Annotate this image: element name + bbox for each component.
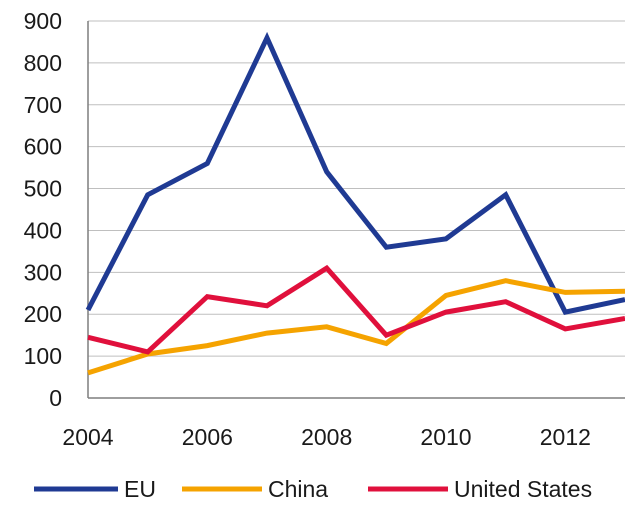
x-tick-label: 2010 bbox=[420, 424, 471, 450]
y-tick-label: 600 bbox=[24, 134, 62, 160]
y-tick-label: 200 bbox=[24, 301, 62, 327]
legend: EU China United States bbox=[34, 476, 592, 502]
series-line-eu bbox=[85, 31, 625, 315]
x-tick-label: 2004 bbox=[62, 424, 113, 450]
y-tick-label: 100 bbox=[24, 343, 62, 369]
y-tick-label: 0 bbox=[49, 385, 62, 411]
y-tick-label: 500 bbox=[24, 176, 62, 202]
series-line-united-states bbox=[87, 264, 625, 355]
y-tick-label: 300 bbox=[24, 259, 62, 285]
legend-label: China bbox=[268, 476, 328, 502]
y-tick-label: 900 bbox=[24, 8, 62, 34]
legend-label: EU bbox=[124, 476, 156, 502]
x-tick-label: 2008 bbox=[301, 424, 352, 450]
x-axis-ticks: 2004 2006 2008 2010 2012 bbox=[62, 424, 591, 450]
series-lines bbox=[85, 31, 625, 376]
legend-label: United States bbox=[454, 476, 592, 502]
y-tick-label: 400 bbox=[24, 217, 62, 243]
y-tick-label: 800 bbox=[24, 50, 62, 76]
x-tick-label: 2006 bbox=[182, 424, 233, 450]
y-tick-label: 700 bbox=[24, 92, 62, 118]
grid-lines bbox=[87, 20, 625, 399]
series-line-china bbox=[87, 278, 625, 376]
x-tick-label: 2012 bbox=[540, 424, 591, 450]
y-axis-ticks: 0 100 200 300 400 500 600 700 800 900 bbox=[24, 8, 62, 411]
